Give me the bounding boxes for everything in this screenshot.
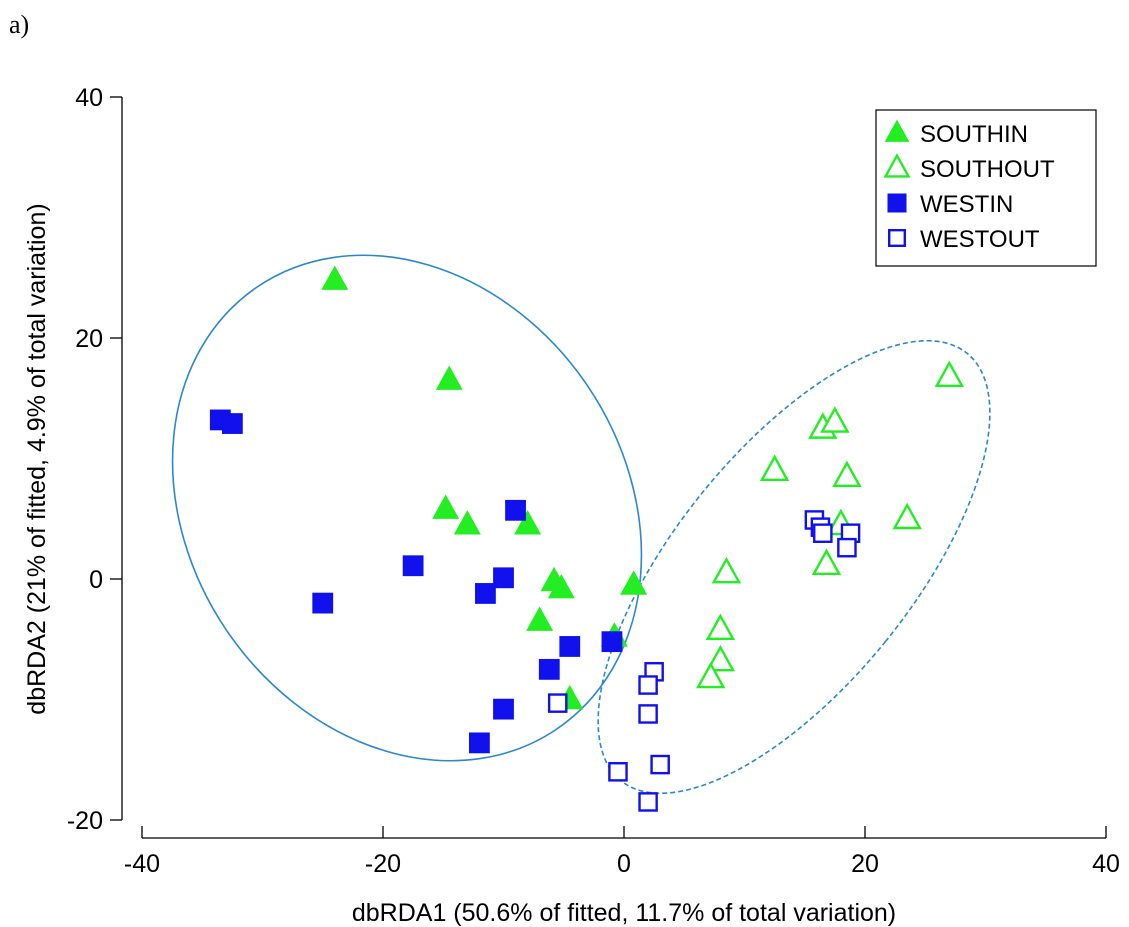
southout-point	[696, 661, 726, 689]
y-tick-label: -20	[67, 807, 103, 835]
inside-sites-ellipse	[171, 254, 643, 762]
southout-point	[892, 502, 922, 530]
series-southin	[321, 265, 648, 710]
series-westin	[209, 409, 623, 754]
legend-marker-westout	[888, 228, 907, 247]
x-tick-label: -20	[365, 850, 401, 878]
westin-point	[493, 567, 514, 589]
y-tick-label: 20	[75, 325, 103, 353]
southin-point	[514, 510, 542, 535]
southout-point	[820, 406, 850, 433]
x-tick-label: -40	[124, 850, 160, 878]
x-tick-label: 0	[617, 850, 631, 878]
x-axis-title: dbRDA1 (50.6% of fitted, 11.7% of total …	[352, 899, 896, 927]
southout-point	[759, 454, 790, 481]
ticks: -40 -20 0 20 40 -20 0 20 40	[67, 84, 1120, 878]
westout-point	[837, 537, 857, 558]
legend-marker-westin	[887, 193, 907, 213]
southout-point	[934, 360, 965, 387]
westin-point	[402, 555, 424, 577]
southout-point	[711, 556, 742, 584]
x-tick-label: 20	[851, 850, 879, 878]
westin-point	[475, 583, 496, 604]
southin-point	[547, 573, 575, 599]
southin-point	[432, 494, 460, 519]
westin-point	[493, 698, 514, 720]
westout-point	[650, 754, 670, 775]
westin-point	[601, 631, 623, 653]
ellipses	[171, 254, 991, 795]
legend-box	[875, 109, 1097, 267]
legend-label-southin: SOUTHIN	[920, 121, 1028, 148]
westin-point	[312, 592, 334, 614]
legend-label-westout: WESTOUT	[920, 226, 1040, 253]
y-tick-label: 0	[89, 566, 103, 594]
westin-point	[505, 499, 526, 521]
westin-point	[559, 636, 581, 657]
southout-point	[832, 460, 862, 488]
westout-point	[638, 704, 658, 724]
legend-label-southout: SOUTHOUT	[920, 156, 1055, 183]
legend: SOUTHIN SOUTHOUT WESTIN WESTOUT	[875, 109, 1097, 267]
westin-point	[221, 413, 243, 434]
southin-point	[321, 265, 349, 290]
legend-marker-southin	[884, 119, 910, 142]
southin-point	[526, 606, 554, 631]
legend-label-westin: WESTIN	[920, 191, 1013, 218]
y-axis-title: dbRDA2 (21% of fitted, 4.9% of total var…	[23, 203, 51, 714]
southout-point	[811, 548, 842, 575]
westin-point	[469, 732, 490, 754]
westout-point	[547, 693, 568, 713]
southout-point	[705, 644, 736, 672]
panel-label: a)	[9, 10, 30, 39]
data-points	[209, 265, 965, 812]
westin-point	[538, 658, 560, 680]
southin-point	[620, 570, 648, 595]
y-tick-label: 40	[75, 84, 103, 112]
legend-marker-southout	[883, 153, 911, 178]
x-tick-label: 40	[1092, 850, 1120, 878]
westout-point	[638, 792, 658, 812]
westout-point	[813, 523, 833, 543]
southout-point	[705, 613, 736, 641]
southin-point	[435, 365, 463, 390]
southin-point	[453, 510, 481, 535]
series-westout	[547, 510, 861, 812]
westout-point	[608, 762, 628, 782]
westout-point	[638, 675, 658, 695]
